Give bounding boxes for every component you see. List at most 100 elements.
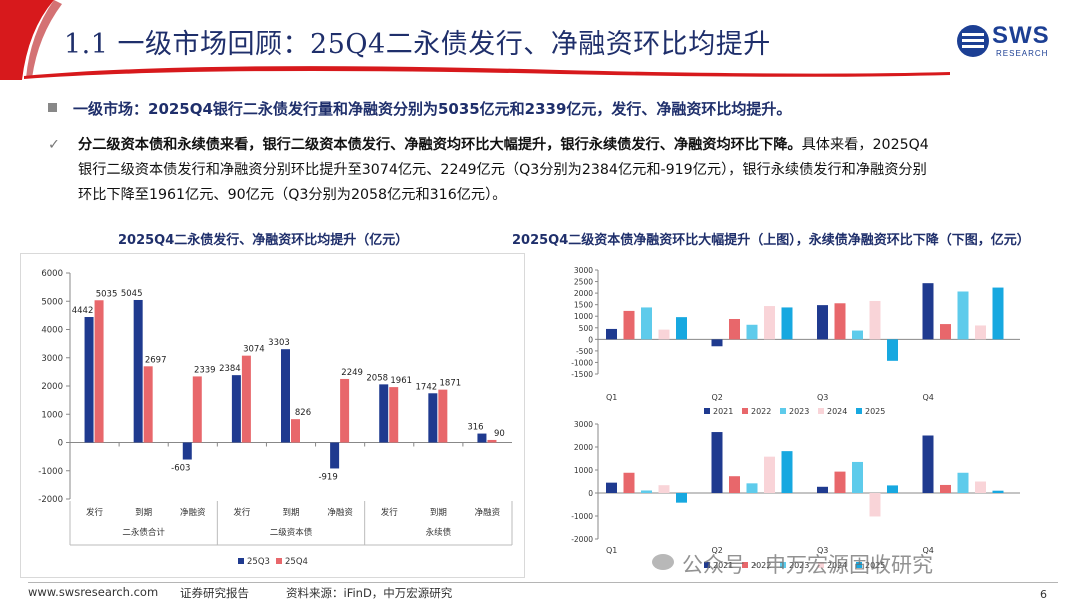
bar-2025	[676, 317, 687, 340]
y-tick-label: 2500	[574, 278, 593, 287]
legend-label-2024: 2024	[827, 561, 847, 570]
x-tick-label: Q3	[817, 546, 828, 555]
legend-label-2025: 2025	[865, 561, 885, 570]
page-number: 6	[1040, 588, 1047, 601]
bar-2021	[922, 435, 934, 493]
y-tick-label: 1000	[574, 312, 593, 321]
footer-source: 资料来源：iFinD，中万宏源研究	[286, 586, 453, 600]
y-tick-label: 2000	[574, 443, 593, 452]
x-tick-label: 发行	[381, 507, 399, 518]
sws-logo-icon	[957, 25, 989, 57]
legend-swatch-2022	[742, 562, 748, 568]
y-tick-label: 2000	[574, 289, 593, 298]
footer-url[interactable]: www.swsresearch.com	[28, 585, 159, 599]
y-tick-label: 6000	[41, 269, 63, 279]
legend-swatch-2021	[704, 562, 710, 568]
bar-2021	[922, 283, 934, 340]
data-label: 2058	[366, 373, 388, 383]
x-tick-label: Q4	[923, 393, 934, 402]
bar-25Q3	[231, 375, 241, 443]
bar-2023	[641, 490, 652, 493]
group-label: 二永债合计	[122, 527, 165, 538]
bar-25Q4	[143, 366, 153, 443]
bar-2021	[606, 482, 617, 493]
x-tick-label: Q2	[712, 393, 723, 402]
bar-25Q4	[192, 376, 202, 443]
left-chart-title: 2025Q4二永债发行、净融资环比均提升（亿元）	[118, 233, 409, 248]
bar-25Q4	[340, 378, 350, 443]
bar-25Q3	[84, 317, 94, 443]
bar-2023	[957, 291, 969, 340]
y-tick-label: 1500	[574, 301, 593, 310]
bar-2022	[940, 484, 951, 493]
data-label: 3074	[243, 345, 265, 355]
bar-2022	[940, 324, 951, 340]
legend-label-2023: 2023	[789, 407, 809, 416]
data-label: -919	[318, 472, 337, 482]
bar-25Q3	[330, 442, 340, 469]
bar-2021	[606, 328, 617, 340]
bar-25Q3	[133, 299, 143, 443]
bar-2024	[764, 456, 775, 493]
bar-2025	[992, 287, 1004, 340]
legend-label-25Q4: 25Q4	[285, 557, 308, 567]
bar-2024	[658, 329, 670, 340]
bar-2023	[852, 330, 863, 340]
x-tick-label: Q4	[923, 546, 934, 555]
bar-2023	[957, 472, 969, 493]
y-tick-label: -2000	[571, 535, 593, 544]
y-tick-label: 0	[588, 335, 593, 344]
chart-frame	[20, 253, 525, 578]
y-tick-label: 1000	[41, 410, 63, 420]
bar-25Q3	[477, 433, 487, 443]
bar-2025	[781, 307, 793, 340]
bar-2023	[641, 307, 652, 340]
bar-2021	[711, 432, 723, 493]
square-bullet-icon	[48, 103, 57, 112]
data-label: 2339	[194, 365, 216, 375]
y-tick-label: 2000	[41, 382, 63, 392]
x-tick-label: Q3	[817, 393, 828, 402]
right-chart-title: 2025Q4二级资本债净融资环比大幅提升（上图），永续债净融资环比下降（下图，亿…	[512, 233, 1030, 248]
bar-2023	[852, 461, 863, 493]
bar-25Q3	[379, 384, 389, 443]
data-label: 826	[295, 408, 311, 418]
bar-2024	[975, 481, 986, 493]
x-tick-label: 到期	[430, 508, 447, 518]
y-tick-label: 3000	[41, 354, 63, 364]
y-tick-label: 0	[58, 439, 63, 449]
y-tick-label: -1000	[571, 358, 593, 367]
bar-2021	[817, 305, 828, 340]
data-label: 2249	[341, 368, 363, 378]
y-tick-label: -1000	[38, 467, 63, 477]
y-tick-label: -2000	[38, 495, 63, 505]
paragraph-line-1-bold: 分二级资本债和永续债来看，银行二级资本债发行、净融资均环比大幅提升，银行永续债发…	[78, 137, 802, 153]
legend-label-2022: 2022	[751, 561, 771, 570]
bar-2022	[729, 318, 740, 340]
bar-2021	[711, 339, 723, 347]
x-tick-label: Q1	[606, 546, 617, 555]
y-tick-label: 4000	[41, 326, 63, 336]
bar-25Q3	[182, 442, 192, 460]
data-label: 1742	[416, 382, 438, 392]
bar-2023	[746, 483, 758, 493]
legend-label-2022: 2022	[751, 407, 771, 416]
y-tick-label: -500	[576, 347, 593, 356]
x-tick-label: Q2	[712, 546, 723, 555]
bar-2024	[764, 306, 775, 340]
wechat-icon	[652, 554, 674, 570]
legend-swatch-2024	[818, 562, 824, 568]
x-tick-label: 发行	[233, 507, 251, 518]
bar-2025	[887, 339, 898, 361]
bar-2025	[887, 485, 898, 493]
legend-label-2021: 2021	[713, 561, 733, 570]
x-tick-label: 到期	[282, 508, 299, 518]
legend-swatch-2025	[856, 408, 862, 414]
group-label: 永续债	[426, 527, 452, 538]
bar-2025	[992, 490, 1004, 493]
y-tick-label: 0	[588, 489, 593, 498]
data-label: 1961	[390, 376, 412, 386]
y-tick-label: 3000	[574, 420, 593, 429]
footer-divider	[28, 582, 1058, 583]
legend-swatch-25Q4	[276, 558, 282, 564]
